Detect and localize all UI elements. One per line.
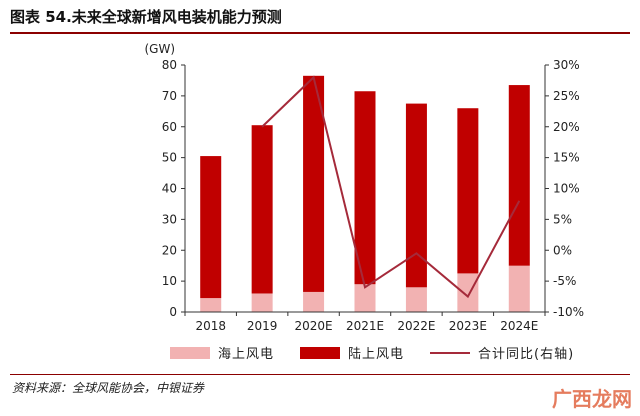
yoy-line bbox=[261, 75, 521, 299]
y-right-tick-label: 30% bbox=[553, 58, 580, 72]
chart-title: 图表 54.未来全球新增风电装机能力预测 bbox=[10, 8, 282, 26]
x-tick-label: 2019 bbox=[247, 319, 278, 333]
y-right-tick-label: 25% bbox=[553, 89, 580, 103]
legend-label-onshore: 陆上风电 bbox=[348, 346, 404, 362]
y-left-tick-label: 30 bbox=[162, 212, 177, 226]
x-tick-label: 2020E bbox=[295, 319, 333, 333]
x-tick-label: 2022E bbox=[397, 319, 435, 333]
x-tick-label: 2018 bbox=[195, 319, 226, 333]
onshore-bar bbox=[405, 103, 427, 288]
legend-swatch-onshore bbox=[300, 347, 340, 359]
onshore-bar bbox=[457, 108, 479, 274]
legend-group: 海上风电 陆上风电 合计同比(右轴) bbox=[170, 346, 574, 362]
y-left-tick-label: 40 bbox=[162, 182, 177, 196]
y-right-tick-label: -5% bbox=[553, 274, 576, 288]
y-left-tick-label: 50 bbox=[162, 151, 177, 165]
onshore-bar bbox=[303, 75, 325, 292]
offshore-bar bbox=[354, 284, 376, 312]
onshore-bar bbox=[508, 85, 530, 266]
axes-group: 0 10 20 30 40 50 60 70 80 (GW) -10% -5% 0% 5% 10% 15% 20… bbox=[144, 42, 584, 333]
y-left-unit-label: (GW) bbox=[144, 42, 175, 56]
legend-label-yoy: 合计同比(右轴) bbox=[478, 347, 574, 362]
y-left-tick-label: 10 bbox=[162, 274, 177, 288]
legend-label-offshore: 海上风电 bbox=[218, 347, 274, 362]
offshore-bar bbox=[405, 287, 427, 312]
y-left-tick-label: 80 bbox=[162, 58, 177, 72]
offshore-bar bbox=[251, 293, 273, 312]
source-divider bbox=[10, 374, 630, 375]
offshore-bar bbox=[200, 298, 222, 312]
y-left-tick-label: 60 bbox=[162, 120, 177, 134]
watermark-logo: 广西龙网 bbox=[552, 387, 632, 411]
y-right-tick-label: 5% bbox=[553, 212, 572, 226]
onshore-bar bbox=[354, 91, 376, 285]
y-right-tick-label: 20% bbox=[553, 120, 580, 134]
onshore-bar bbox=[200, 156, 222, 299]
y-left-tick-label: 0 bbox=[169, 305, 177, 319]
onshore-bar bbox=[251, 125, 273, 294]
y-right-tick-label: -10% bbox=[553, 305, 584, 319]
bars-group bbox=[200, 75, 530, 312]
x-tick-label: 2024E bbox=[500, 319, 538, 333]
offshore-bar bbox=[508, 265, 530, 312]
source-note: 资料来源：全球风能协会，中银证券 bbox=[12, 381, 205, 395]
y-right-tick-label: 0% bbox=[553, 243, 572, 257]
title-divider bbox=[10, 32, 630, 34]
y-left-tick-label: 70 bbox=[162, 89, 177, 103]
offshore-bar bbox=[457, 273, 479, 312]
x-tick-label: 2023E bbox=[449, 319, 487, 333]
y-right-tick-label: 10% bbox=[553, 182, 580, 196]
yoy-line-group bbox=[261, 75, 521, 299]
legend-swatch-offshore bbox=[170, 347, 210, 359]
offshore-bar bbox=[303, 291, 325, 312]
y-left-tick-label: 20 bbox=[162, 243, 177, 257]
x-tick-label: 2021E bbox=[346, 319, 384, 333]
y-right-tick-label: 15% bbox=[553, 151, 580, 165]
